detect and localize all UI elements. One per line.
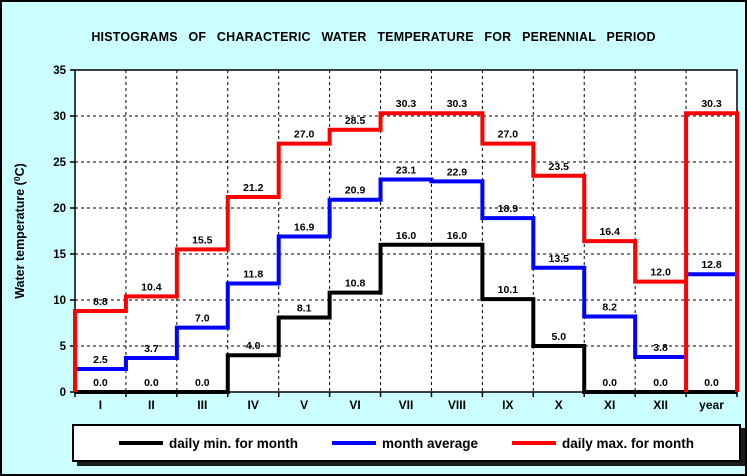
y-tick-label: 20 xyxy=(53,203,66,215)
x-tick-label: IX xyxy=(502,398,513,412)
y-tick-label: 15 xyxy=(53,249,66,261)
x-tick-label: III xyxy=(197,398,207,412)
value-label: 0.0 xyxy=(704,377,719,389)
value-label: 16.0 xyxy=(396,230,417,242)
legend-line-swatch xyxy=(118,441,163,445)
x-tick-label: VII xyxy=(399,398,414,412)
legend-line-swatch xyxy=(331,441,376,445)
value-label: 15.5 xyxy=(192,234,213,246)
x-tick-label: year xyxy=(699,398,724,412)
value-label: 0.0 xyxy=(93,377,108,389)
value-label: 21.2 xyxy=(243,182,264,194)
x-tick-label: IV xyxy=(248,398,259,412)
value-label: 16.0 xyxy=(447,230,468,242)
series-line-daily-max xyxy=(73,111,687,392)
value-label: 8.1 xyxy=(297,302,312,314)
x-tick-label: XI xyxy=(604,398,615,412)
y-tick-label: 5 xyxy=(60,341,67,353)
value-label: 3.7 xyxy=(144,343,159,355)
value-label: 30.3 xyxy=(396,98,417,110)
value-label: 13.5 xyxy=(549,253,570,265)
y-tick-label: 25 xyxy=(53,157,66,169)
x-tick-label: II xyxy=(148,398,155,412)
y-tick-label: 35 xyxy=(53,65,66,77)
value-label: 7.0 xyxy=(195,313,210,325)
legend-label: daily max. for month xyxy=(561,435,694,451)
series-line-daily-min xyxy=(75,242,687,394)
value-label: 8.8 xyxy=(93,296,108,308)
x-tick-label: VI xyxy=(349,398,360,412)
y-tick-label: 0 xyxy=(60,387,66,399)
legend-item-daily-min-for-month: daily min. for month xyxy=(118,435,298,451)
value-label: 28.5 xyxy=(345,115,366,127)
value-label: 8.2 xyxy=(602,302,617,314)
y-tick-label: 10 xyxy=(53,295,66,307)
legend-line-swatch xyxy=(511,441,556,445)
value-label: 27.0 xyxy=(498,129,519,141)
value-label: 0.0 xyxy=(653,377,668,389)
x-tick-label: V xyxy=(300,398,308,412)
value-label: 0.0 xyxy=(602,377,617,389)
value-label: 23.1 xyxy=(396,164,417,176)
value-label: 11.8 xyxy=(243,268,263,280)
value-label: 12.0 xyxy=(650,267,671,279)
value-label: 20.9 xyxy=(345,185,366,197)
x-tick-label: I xyxy=(99,398,102,412)
value-label: 0.0 xyxy=(144,377,159,389)
value-label: 10.1 xyxy=(498,284,519,296)
value-label: 5.0 xyxy=(551,331,566,343)
value-label: 30.3 xyxy=(447,98,468,110)
value-label: 22.9 xyxy=(447,166,468,178)
value-label: 27.0 xyxy=(294,129,315,141)
value-label: 10.8 xyxy=(345,278,366,290)
legend-label: daily min. for month xyxy=(168,435,298,451)
value-label: 16.4 xyxy=(599,226,620,238)
series-year-segment-daily-max xyxy=(684,111,739,392)
value-label: 16.9 xyxy=(294,222,315,234)
value-label: 3.8 xyxy=(653,342,668,354)
x-tick-label: VIII xyxy=(448,398,466,412)
value-label: 12.8 xyxy=(701,259,722,271)
value-label: 4.0 xyxy=(246,340,261,352)
value-label: 0.0 xyxy=(195,377,210,389)
legend-label: month average xyxy=(381,435,478,451)
y-axis-title: Water temperature (0C) xyxy=(12,163,27,299)
legend-item-month-average: month average xyxy=(331,435,478,451)
legend-box: daily min. for month month average daily m… xyxy=(72,424,741,462)
value-label: 10.4 xyxy=(141,281,162,293)
x-tick-label: XII xyxy=(653,398,668,412)
value-label: 30.3 xyxy=(701,98,722,110)
value-label: 23.5 xyxy=(549,161,570,173)
legend-item-daily-max-for-month: daily max. for month xyxy=(511,435,694,451)
x-tick-label: X xyxy=(555,398,563,412)
value-label: 2.5 xyxy=(93,354,108,366)
y-tick-label: 30 xyxy=(53,111,66,123)
series-line-month-average xyxy=(75,177,687,371)
chart-title: HISTOGRAMS OF CHARACTERIC WATER TEMPERAT… xyxy=(91,30,656,44)
value-label: 18.9 xyxy=(498,203,519,215)
